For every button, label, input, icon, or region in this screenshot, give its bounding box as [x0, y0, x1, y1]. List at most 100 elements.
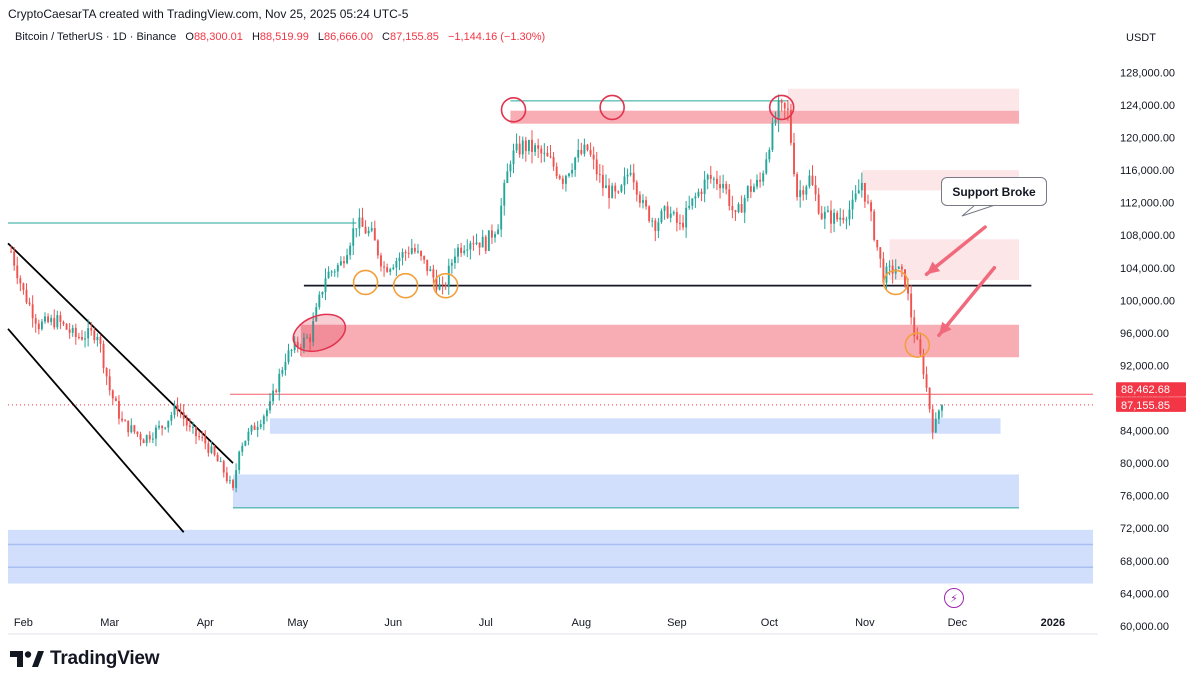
lightning-icon[interactable]: ⚡: [944, 588, 964, 608]
candle-body: [376, 240, 379, 256]
candle-body: [891, 265, 894, 274]
highlight-circle-2: [768, 94, 795, 121]
candle-body: [185, 418, 188, 426]
candle-body: [222, 461, 225, 473]
candle-body: [290, 350, 293, 352]
candle-body: [130, 425, 133, 433]
open-value: 88,300.01: [193, 31, 243, 43]
candle-body: [663, 206, 666, 211]
callout-tail: [961, 204, 996, 217]
candle-body: [863, 182, 866, 202]
candle-body: [450, 262, 453, 266]
candle-body: [87, 328, 90, 339]
candle-body: [309, 337, 312, 342]
candle-body: [762, 173, 765, 182]
candle-body: [204, 437, 207, 444]
candle-body: [897, 266, 900, 269]
candle-body: [201, 437, 204, 439]
candle-body: [40, 321, 43, 330]
candle-body: [343, 261, 345, 264]
candle-body: [392, 267, 395, 270]
y-tick-label: 92,000.00: [1120, 360, 1169, 372]
x-tick-label: Jun: [384, 617, 402, 629]
candle-body: [583, 144, 586, 154]
candle-body: [118, 401, 120, 419]
zone-top-resistance: [510, 110, 1020, 124]
candle-body: [709, 174, 712, 179]
candle-body: [213, 446, 216, 455]
candle-body: [549, 156, 552, 158]
candle-body: [715, 178, 718, 185]
highlight-ellipse-3: [292, 313, 347, 353]
candle-body: [860, 182, 863, 191]
candle-body: [179, 410, 182, 413]
candle-body: [830, 210, 832, 224]
y-tick-label: 100,000.00: [1120, 295, 1175, 307]
candle-body: [904, 269, 906, 286]
candle-body: [158, 425, 160, 428]
candle-body: [922, 353, 925, 375]
candle-body: [497, 229, 500, 235]
candle-body: [413, 248, 416, 252]
highlight-circle-1: [599, 94, 625, 121]
candle-body: [441, 284, 444, 286]
candle-body: [543, 152, 546, 154]
x-tick-label: Oct: [761, 617, 778, 629]
candle-body: [367, 230, 370, 234]
candle-body: [913, 317, 916, 337]
candle-body: [691, 198, 694, 206]
candle-body: [74, 327, 77, 337]
tradingview-logo[interactable]: TradingView: [10, 648, 160, 670]
candle-body: [771, 122, 774, 150]
currency-label[interactable]: USDT: [1126, 32, 1156, 44]
y-tick-label: 84,000.00: [1120, 426, 1169, 438]
candle-body: [500, 205, 503, 230]
candle-body: [380, 255, 382, 267]
candle-body: [114, 398, 117, 402]
candle-body: [401, 252, 404, 258]
candle-body: [752, 186, 755, 192]
candle-body: [299, 347, 302, 349]
candle-body: [524, 140, 527, 152]
candle-body: [102, 343, 105, 369]
zone-support-lower: [8, 529, 1093, 584]
candle-body: [315, 307, 318, 322]
candle-body: [506, 171, 509, 183]
arrow-head-0: [926, 261, 941, 275]
arrow-head-1: [938, 321, 952, 336]
candle-body: [703, 179, 706, 194]
close-value: 87,155.85: [389, 31, 439, 43]
symbol-title[interactable]: Bitcoin / TetherUS · 1D · Binance: [15, 31, 177, 43]
candle-body: [916, 336, 919, 340]
arrow-shaft-1: [937, 266, 997, 338]
candle-body: [531, 139, 533, 152]
candle-body: [487, 230, 490, 251]
candle-body: [786, 108, 789, 110]
candle-body: [327, 271, 330, 279]
y-tick-label: 76,000.00: [1120, 491, 1169, 503]
candle-body: [31, 304, 34, 319]
candle-body: [564, 175, 567, 184]
candle-body: [694, 196, 697, 199]
candle-body: [364, 226, 367, 234]
candle-body: [527, 139, 530, 152]
candle-body: [484, 236, 487, 251]
candle-body: [768, 149, 771, 160]
candle-body: [605, 185, 607, 189]
candle-body: [438, 284, 441, 290]
candle-body: [518, 143, 521, 155]
candle-body: [931, 409, 934, 433]
candle-body: [826, 210, 829, 212]
candle-body: [555, 166, 558, 177]
candle-body: [65, 323, 68, 330]
candle-body: [453, 256, 456, 263]
candle-body: [765, 159, 768, 174]
x-tick-label: Nov: [855, 617, 875, 629]
candle-body: [626, 174, 629, 177]
candle-body: [561, 178, 564, 184]
x-tick-label: Aug: [572, 617, 592, 629]
zone-top-resistance-light: [787, 88, 1020, 111]
candle-body: [423, 256, 426, 260]
candle-body: [339, 261, 342, 266]
